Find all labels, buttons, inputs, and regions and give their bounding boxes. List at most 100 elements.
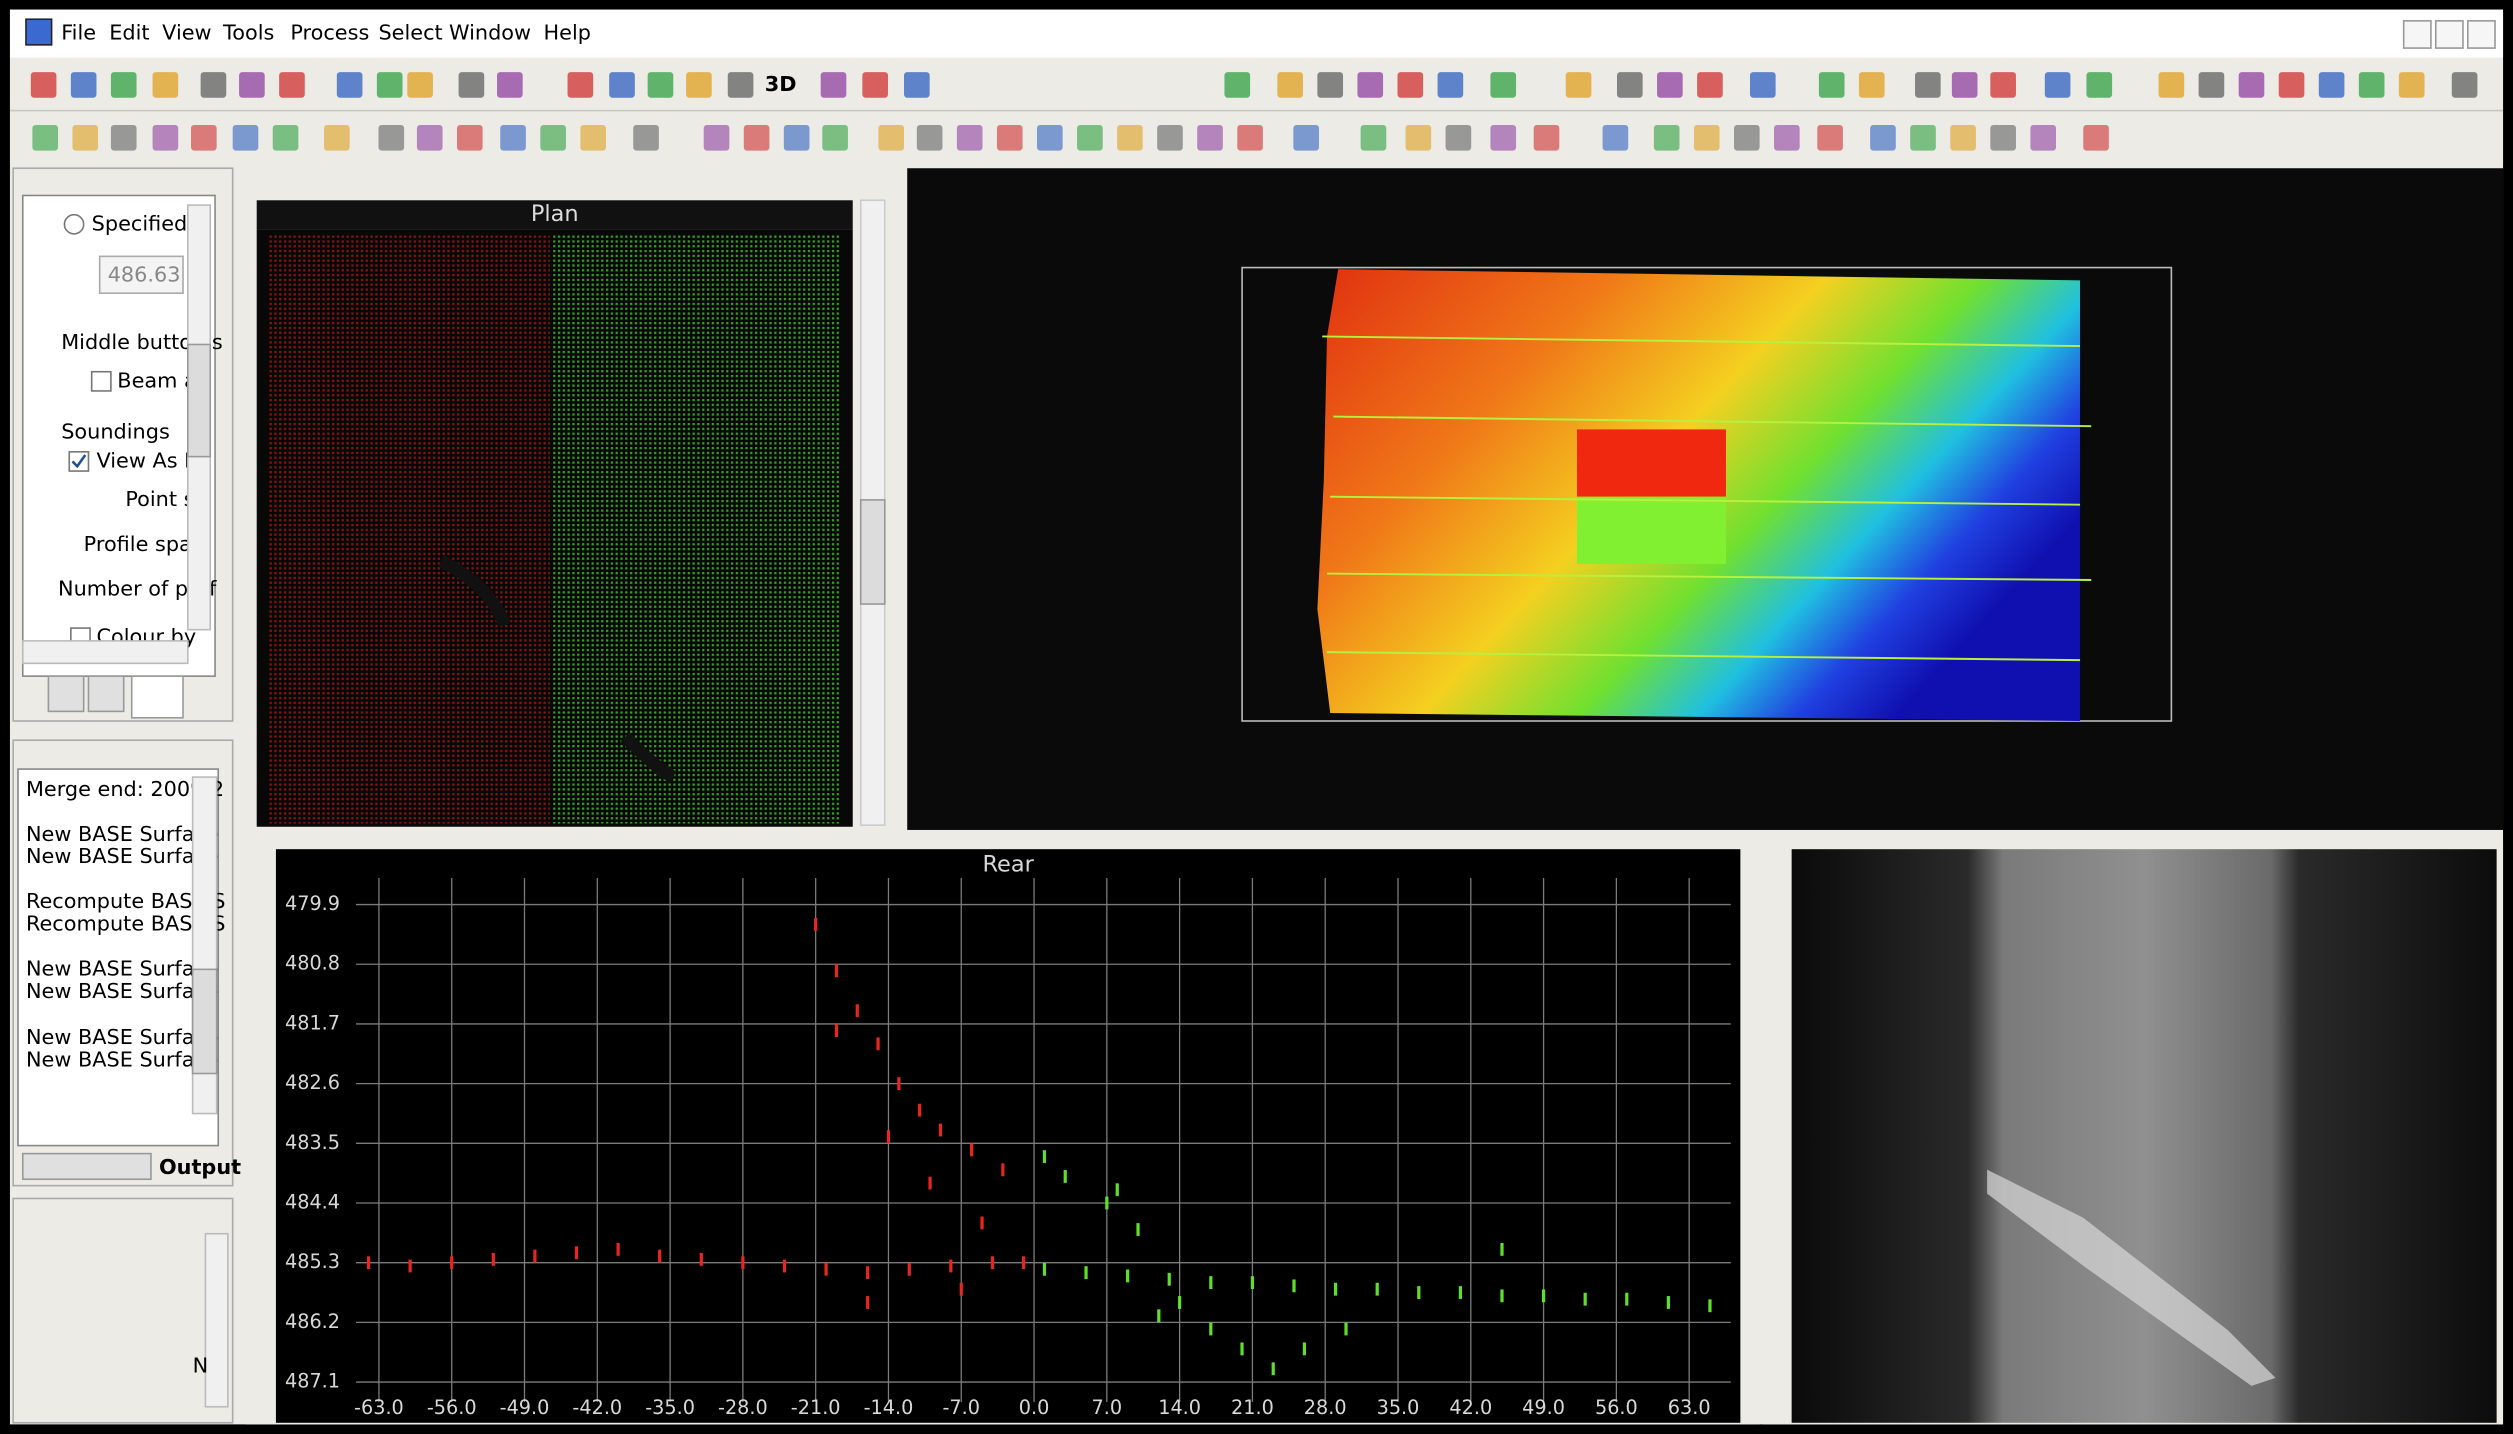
tool-button[interactable]	[633, 124, 659, 151]
tool-button[interactable]	[30, 72, 57, 98]
tool-button[interactable]	[1360, 124, 1387, 151]
tool-button[interactable]	[878, 124, 905, 151]
scroll-thumb[interactable]	[187, 343, 212, 458]
tool-button[interactable]	[822, 124, 848, 151]
tool-button[interactable]	[279, 72, 305, 98]
tool-button[interactable]	[272, 124, 299, 151]
tool-button[interactable]	[647, 72, 674, 98]
tool-button[interactable]	[686, 72, 712, 98]
tool-button[interactable]	[1077, 124, 1103, 151]
tool-button[interactable]	[323, 124, 350, 151]
tool-button[interactable]	[2083, 124, 2109, 151]
tool-button[interactable]	[1951, 72, 1978, 98]
restore-button[interactable]	[2434, 20, 2464, 49]
output-tab[interactable]: Output	[159, 1155, 241, 1179]
tool-button[interactable]	[2030, 124, 2057, 151]
tool-button[interactable]	[497, 72, 523, 98]
tool-button[interactable]	[1293, 124, 1319, 151]
minimize-button[interactable]	[2402, 20, 2432, 49]
tool-button[interactable]	[1915, 72, 1941, 98]
value-input[interactable]	[98, 255, 184, 295]
tool-button[interactable]	[2398, 72, 2425, 98]
radio[interactable]	[63, 213, 85, 235]
tool-button[interactable]	[458, 72, 485, 98]
tool-button[interactable]	[1445, 124, 1472, 151]
tool-button[interactable]	[1117, 124, 1143, 151]
tool-button[interactable]	[1657, 72, 1683, 98]
tool-button[interactable]	[1693, 124, 1720, 151]
tool-button[interactable]	[1870, 124, 1896, 151]
tool-button[interactable]	[2086, 72, 2113, 98]
tool-button[interactable]	[1910, 124, 1936, 151]
tool-button[interactable]	[70, 72, 97, 98]
tool-button[interactable]	[567, 72, 594, 98]
tool-button[interactable]	[407, 72, 433, 98]
tool-button[interactable]	[1817, 124, 1843, 151]
tool-button[interactable]	[2158, 72, 2185, 98]
tool-button[interactable]	[862, 72, 888, 98]
tool-button[interactable]	[2451, 72, 2478, 98]
tool-button[interactable]	[1617, 72, 1643, 98]
tool-button[interactable]	[1697, 72, 1723, 98]
tool-button[interactable]	[1950, 124, 1976, 151]
tool-button[interactable]	[2278, 72, 2305, 98]
menu-item[interactable]: Help	[544, 21, 591, 45]
scroll-thumb[interactable]	[859, 499, 886, 605]
tool-button[interactable]	[191, 124, 217, 151]
tab[interactable]	[87, 675, 125, 713]
tool-button[interactable]	[1237, 124, 1263, 151]
tool-button[interactable]	[1317, 72, 1344, 98]
tab-nav[interactable]	[21, 1152, 152, 1181]
tool-button[interactable]	[1602, 124, 1629, 151]
tool-button[interactable]	[609, 72, 635, 98]
tool-button[interactable]	[1749, 72, 1776, 98]
tool-button[interactable]	[2318, 72, 2345, 98]
tool-button[interactable]	[1990, 72, 2016, 98]
tool-button[interactable]	[456, 124, 483, 151]
tool-button[interactable]	[1533, 124, 1560, 151]
tool-button[interactable]	[743, 124, 770, 151]
menu-item[interactable]: Select	[378, 21, 442, 45]
tool-button[interactable]	[378, 124, 405, 151]
tool-button[interactable]	[956, 124, 983, 151]
menu-item[interactable]: Window	[449, 21, 531, 45]
tool-button[interactable]	[1565, 72, 1592, 98]
menu-item[interactable]: Process	[290, 21, 369, 45]
tool-3d[interactable]: 3D	[765, 72, 797, 96]
tool-button[interactable]	[1653, 124, 1680, 151]
tool-button[interactable]	[1197, 124, 1223, 151]
tool-button[interactable]	[376, 72, 403, 98]
checkbox[interactable]	[90, 370, 112, 392]
tab[interactable]	[47, 675, 85, 713]
h-scrollbar[interactable]	[21, 640, 189, 665]
menu-item[interactable]: Tools	[222, 21, 274, 45]
tool-button[interactable]	[2238, 72, 2265, 98]
tool-button[interactable]	[1858, 72, 1885, 98]
tool-button[interactable]	[2198, 72, 2225, 98]
menu-item[interactable]: File	[61, 21, 96, 45]
tool-button[interactable]	[1277, 72, 1303, 98]
tool-button[interactable]	[416, 124, 443, 151]
tool-button[interactable]	[1818, 72, 1845, 98]
tool-button[interactable]	[232, 124, 259, 151]
tool-button[interactable]	[1774, 124, 1800, 151]
scroll-thumb[interactable]	[191, 968, 218, 1075]
tool-button[interactable]	[996, 124, 1023, 151]
tool-button[interactable]	[110, 124, 137, 151]
tool-button[interactable]	[152, 72, 179, 98]
tool-button[interactable]	[200, 72, 227, 98]
checkbox[interactable]	[68, 451, 90, 472]
tool-button[interactable]	[500, 124, 526, 151]
tool-button[interactable]	[239, 72, 265, 98]
tool-button[interactable]	[703, 124, 730, 151]
scrollbar[interactable]	[204, 1232, 229, 1408]
tool-button[interactable]	[72, 124, 99, 151]
tool-button[interactable]	[1397, 72, 1424, 98]
tool-button[interactable]	[1490, 124, 1517, 151]
tool-button[interactable]	[1733, 124, 1760, 151]
tool-button[interactable]	[336, 72, 363, 98]
tool-button[interactable]	[1437, 72, 1464, 98]
tool-button[interactable]	[1405, 124, 1432, 151]
tool-button[interactable]	[580, 124, 606, 151]
tool-button[interactable]	[904, 72, 930, 98]
